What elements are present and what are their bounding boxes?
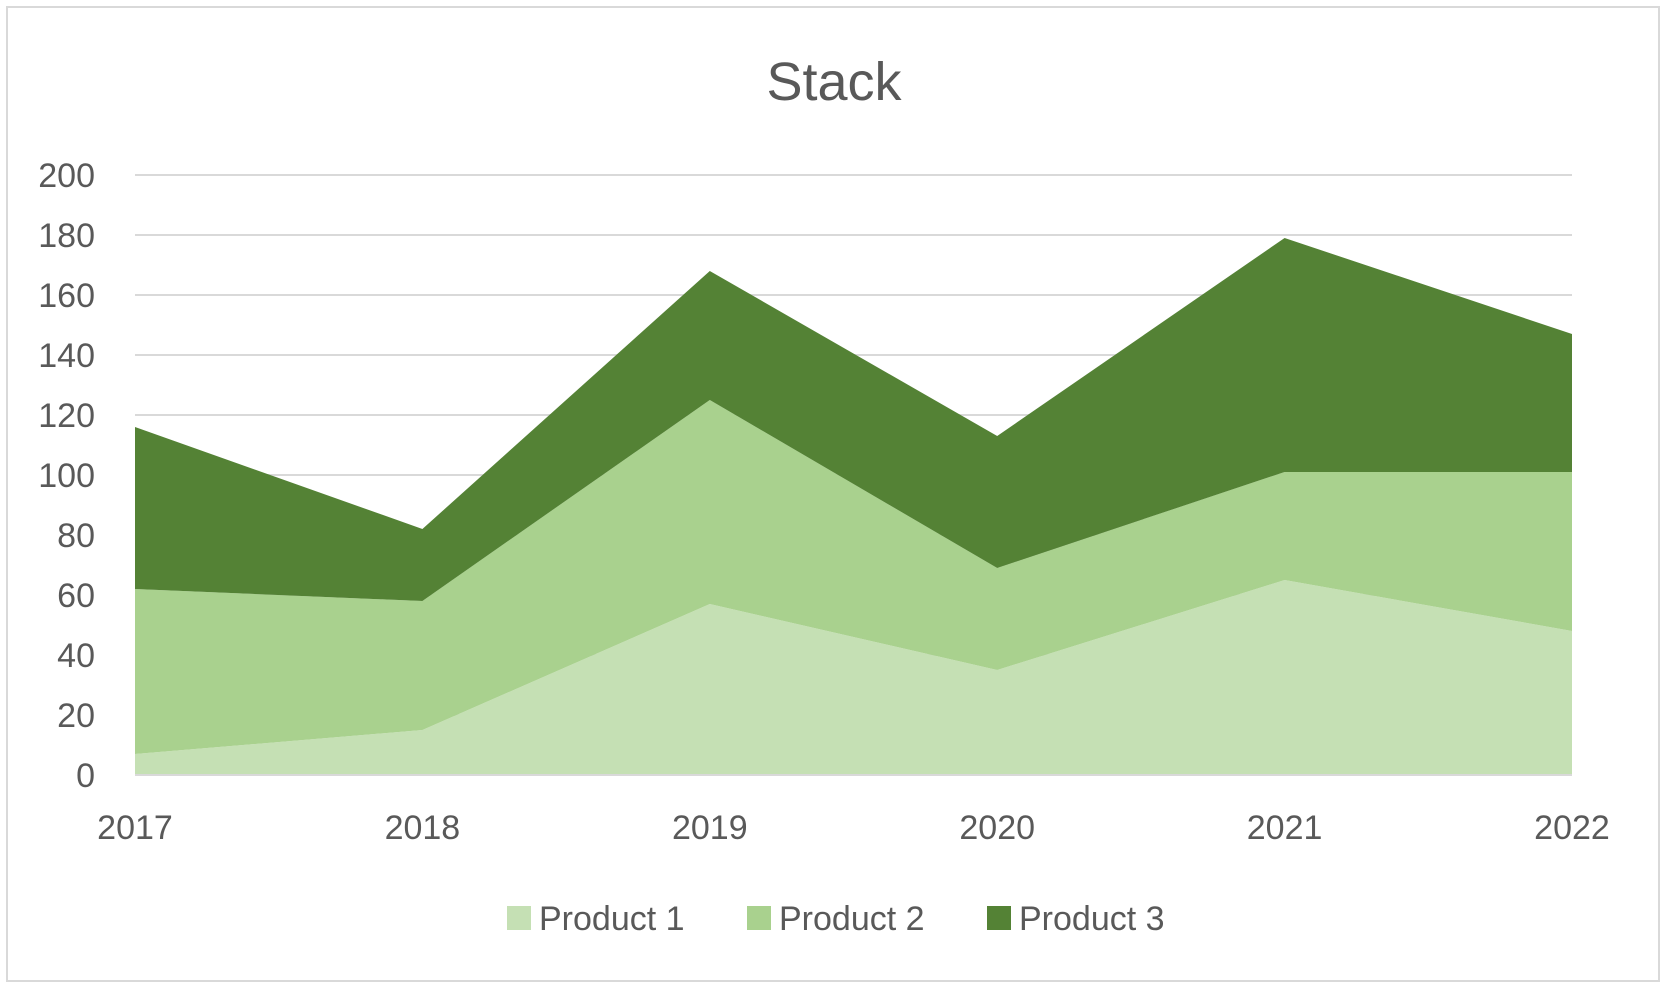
legend-label: Product 1 — [539, 900, 685, 938]
y-tick-label: 60 — [57, 577, 95, 615]
chart-title: Stack — [766, 52, 902, 112]
x-tick-label: 2019 — [672, 809, 748, 847]
legend-label: Product 2 — [779, 900, 925, 938]
legend-item-product-2: Product 2 — [747, 900, 925, 938]
y-axis-tick-labels: 0 20 40 60 80 100 120 140 160 180 200 — [38, 157, 95, 795]
y-tick-label: 0 — [76, 757, 95, 795]
area-series-3 — [135, 238, 1572, 601]
legend-swatch — [987, 906, 1011, 930]
area-series-group — [135, 238, 1572, 775]
y-tick-label: 120 — [38, 397, 95, 435]
y-tick-label: 80 — [57, 517, 95, 555]
x-tick-label: 2018 — [385, 809, 461, 847]
legend-swatch — [507, 906, 531, 930]
legend: Product 1 Product 2 Product 3 — [507, 900, 1165, 938]
legend-swatch — [747, 906, 771, 930]
y-tick-label: 100 — [38, 457, 95, 495]
legend-item-product-1: Product 1 — [507, 900, 685, 938]
y-tick-label: 20 — [57, 697, 95, 735]
legend-label: Product 3 — [1019, 900, 1165, 938]
x-tick-label: 2022 — [1534, 809, 1610, 847]
x-tick-label: 2020 — [959, 809, 1035, 847]
y-tick-label: 40 — [57, 637, 95, 675]
area-series-1 — [135, 580, 1572, 775]
y-tick-label: 200 — [38, 157, 95, 195]
x-tick-label: 2021 — [1247, 809, 1323, 847]
y-tick-label: 180 — [38, 217, 95, 255]
y-tick-label: 160 — [38, 277, 95, 315]
x-axis-tick-labels: 2017 2018 2019 2020 2021 2022 — [97, 809, 1610, 847]
x-tick-label: 2017 — [97, 809, 173, 847]
legend-item-product-3: Product 3 — [987, 900, 1165, 938]
y-tick-label: 140 — [38, 337, 95, 375]
area-series-2 — [135, 400, 1572, 754]
